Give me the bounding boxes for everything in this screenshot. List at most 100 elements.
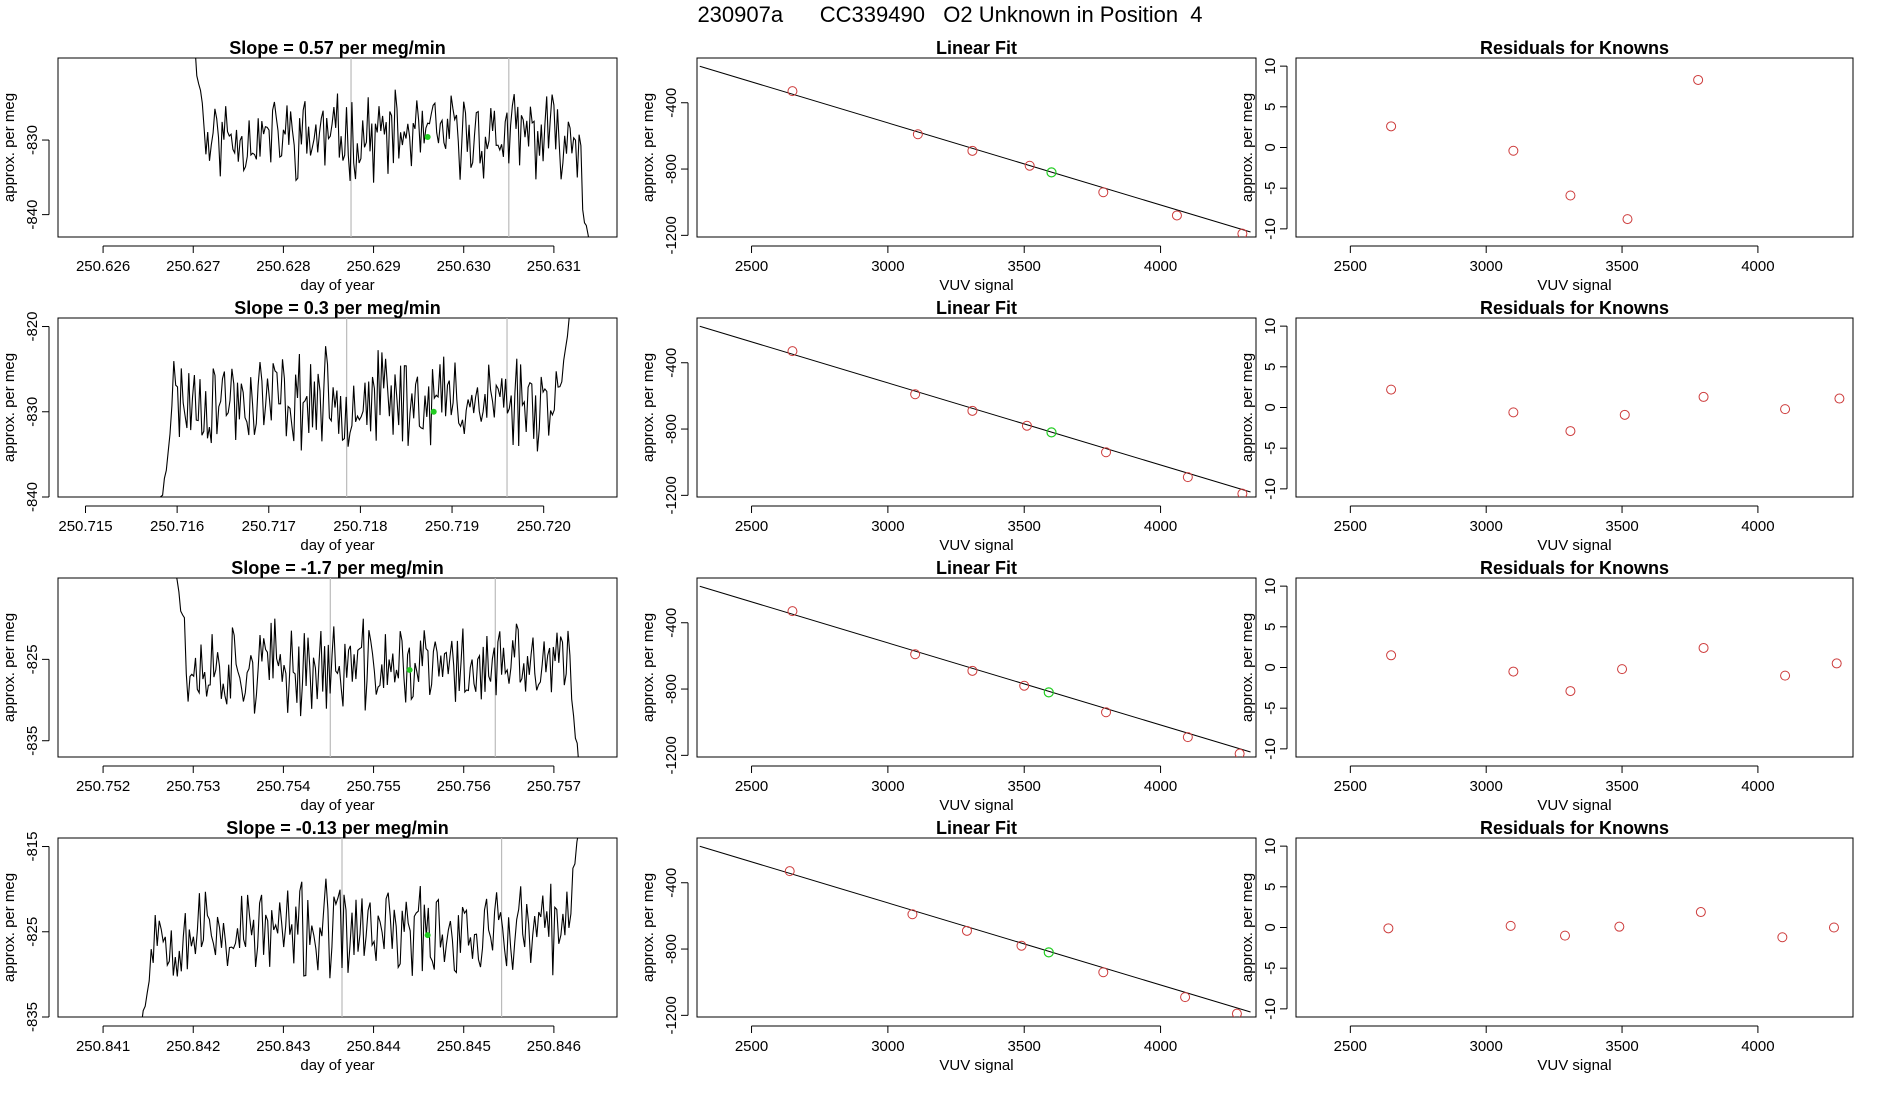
y-tick-label: -825 [24,917,41,947]
x-tick-label: 4000 [1741,778,1774,795]
x-axis-label: VUV signal [1537,1057,1611,1074]
x-tick-label: 3500 [1008,1038,1041,1055]
y-tick-label: -400 [663,348,680,378]
x-tick-label: 250.756 [437,778,491,795]
x-axis-label: day of year [300,797,374,814]
known-point [1695,907,1706,918]
known-point [784,866,795,877]
panel-r1-c1: Linear Fit 2500 3000 3500 4000 VUV signal -400… [640,298,1257,554]
panel-r3-c1: Linear Fit 2500 3000 3500 4000 VUV signal -400… [640,818,1257,1074]
x-tick-label: 3500 [1605,778,1638,795]
x-tick-label: 3500 [1605,1038,1638,1055]
plot-frame [696,57,1257,238]
known-point [912,129,923,140]
y-tick-label: -825 [24,644,41,674]
x-axis-label: VUV signal [939,1057,1013,1074]
plot-frame [57,577,618,758]
known-point [787,86,798,97]
y-axis-label: approx. per meg [1239,93,1256,202]
y-tick-label: 0 [1262,403,1279,411]
known-point [787,346,798,357]
unknown-point [1043,947,1054,958]
data-trace [160,318,570,497]
panel-title: Slope = -0.13 per meg/min [226,818,449,838]
panel-title: Residuals for Knowns [1480,298,1669,318]
panel-title: Linear Fit [936,558,1017,578]
x-tick-label: 250.717 [242,518,296,535]
known-point [1101,447,1112,458]
x-tick-label: 250.630 [437,258,491,275]
x-tick-label: 250.755 [346,778,400,795]
x-tick-label: 2500 [735,258,768,275]
plot-area [699,65,1251,237]
known-point [967,405,978,416]
unknown-marker [424,932,431,939]
panel-r0-c0: Slope = 0.57 per meg/min 250.626 250.627 25… [1,38,618,294]
panel-title: Residuals for Knowns [1480,818,1669,838]
known-point [1565,426,1576,437]
known-point [1834,393,1845,404]
known-point [787,606,798,617]
panel-title: Slope = -1.7 per meg/min [231,558,444,578]
known-point [1101,707,1112,718]
known-point [1386,121,1397,132]
x-tick-label: 2500 [735,778,768,795]
known-point [1614,921,1625,932]
known-point [1508,666,1519,677]
plot-area [1383,907,1839,943]
plot-area [141,838,579,1017]
x-tick-label: 3000 [1470,778,1503,795]
y-tick-label: 10 [1262,318,1279,335]
plot-frame [1295,577,1854,758]
y-tick-label: -800 [663,414,680,444]
plot-area [1386,642,1842,697]
y-tick-label: -5 [1262,962,1279,975]
unknown-point [1046,427,1057,438]
plot-area [699,585,1251,757]
y-tick-label: 0 [1262,143,1279,151]
x-tick-label: 250.720 [517,518,571,535]
panel-r1-c0: Slope = 0.3 per meg/min 250.715 250.716 250… [1,298,618,554]
x-tick-label: 250.627 [166,258,220,275]
known-point [1698,391,1709,402]
x-tick-label: 3500 [1605,518,1638,535]
panel-r0-c2: Residuals for Knowns 2500 3000 3500 4000 VUV … [1239,38,1854,294]
x-axis-label: VUV signal [939,797,1013,814]
known-point [1231,1008,1242,1017]
y-tick-label: -10 [1262,478,1279,500]
y-tick-label: -820 [24,312,41,342]
x-tick-label: 250.716 [150,518,204,535]
panel-r1-c2: Residuals for Knowns 2500 3000 3500 4000 VUV … [1239,298,1854,554]
known-point [1777,932,1788,943]
panel-title: Linear Fit [936,298,1017,318]
panel-r0-c1: Linear Fit 2500 3000 3500 4000 VUV signal -400… [640,38,1257,294]
y-tick-label: -5 [1262,442,1279,455]
y-tick-label: -1200 [663,996,680,1034]
plot-frame [1295,317,1854,498]
known-point [1559,930,1570,941]
x-tick-label: 3000 [1470,258,1503,275]
known-point [1617,664,1628,675]
x-tick-label: 4000 [1144,258,1177,275]
x-tick-label: 4000 [1741,518,1774,535]
known-point [1565,686,1576,697]
plot-area [195,58,590,237]
x-tick-label: 250.752 [76,778,130,795]
x-axis-label: VUV signal [939,537,1013,554]
x-tick-label: 250.626 [76,258,130,275]
y-tick-label: -10 [1262,998,1279,1020]
known-point [1780,670,1791,681]
panel-r2-c2: Residuals for Knowns 2500 3000 3500 4000 VUV … [1239,558,1854,814]
x-tick-label: 3000 [871,778,904,795]
known-point [1019,680,1030,691]
known-point [1180,992,1191,1003]
x-tick-label: 4000 [1741,1038,1774,1055]
x-tick-label: 4000 [1144,778,1177,795]
x-tick-label: 250.842 [166,1038,220,1055]
plot-frame [57,57,618,238]
y-axis-label: approx. per meg [1,873,18,982]
known-point [1698,642,1709,653]
x-tick-label: 250.846 [527,1038,581,1055]
known-point [1021,420,1032,431]
y-tick-label: 10 [1262,578,1279,595]
